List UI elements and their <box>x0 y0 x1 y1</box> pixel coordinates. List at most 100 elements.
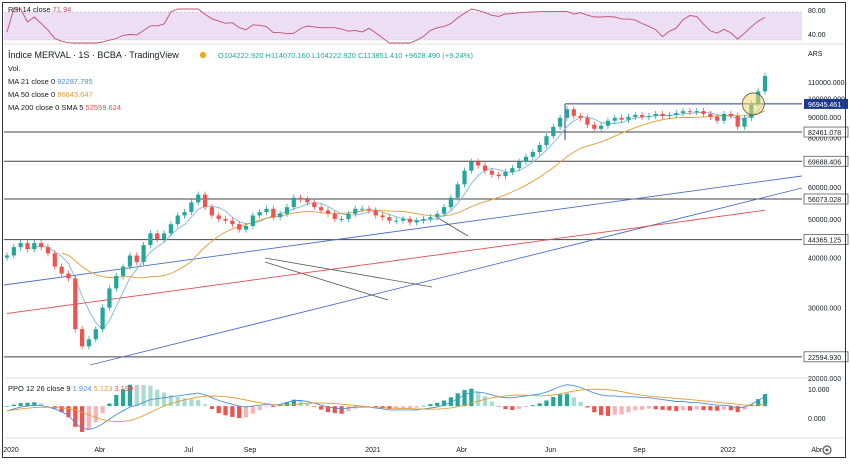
candle-89 <box>612 114 617 124</box>
ppo-bar-75 <box>517 406 522 409</box>
candle-67 <box>462 167 467 188</box>
indicator-label-0: MA 21 close 0 92287.795 <box>8 77 93 86</box>
ppo-bar-59 <box>407 406 413 409</box>
rsi-band <box>4 12 802 40</box>
ppo-label: PPO 12 26 close 9 1.924 5.123 3.199 <box>8 384 133 393</box>
level-tag-4: 44365.125 <box>808 238 841 245</box>
ppo-bar-29 <box>202 404 208 407</box>
ppo-signal-line <box>6 388 766 422</box>
time-tick-2: Jul <box>184 447 193 454</box>
candle-58 <box>400 215 406 224</box>
ppo-bar-82 <box>564 393 570 407</box>
ppo-bar-96 <box>660 406 665 410</box>
candle-36 <box>250 212 255 230</box>
candle-80 <box>551 123 556 140</box>
ppo-bar-34 <box>237 406 242 419</box>
level-tag-2: 69688.406 <box>808 159 841 166</box>
level-tag-bg-4 <box>803 234 849 246</box>
time-tick-4: 2021 <box>365 447 381 454</box>
ppo-bar-2 <box>18 403 23 407</box>
candle-41 <box>284 204 290 217</box>
ppo-bar-32 <box>223 406 228 416</box>
candle-32 <box>223 215 228 224</box>
candle-45 <box>312 199 317 211</box>
candle-77 <box>530 148 535 160</box>
rsi-label: RSI 14 close 71.94 <box>8 5 71 14</box>
ppo-bar-67 <box>462 390 467 407</box>
candle-68 <box>469 158 474 174</box>
ppo-bar-45 <box>312 406 317 407</box>
main-header: Índice MERVAL · 1S · BCBA · TradingView … <box>8 50 823 112</box>
candle-37 <box>257 208 262 219</box>
candle-88 <box>605 117 611 129</box>
ppo-bar-48 <box>332 406 337 414</box>
ppo-bar-26 <box>182 398 187 407</box>
ppo-bar-44 <box>305 403 310 407</box>
candle-99 <box>680 108 686 117</box>
highlight-circle <box>741 92 765 116</box>
ppo-bar-70 <box>482 396 488 407</box>
ppo-scale-high: 10.000 <box>808 387 830 394</box>
price-tick-4: 60000.000 <box>808 185 841 192</box>
ppo-bar-53 <box>366 406 372 407</box>
ppo-bar-27 <box>189 399 194 407</box>
candle-65 <box>448 194 453 211</box>
candle-30 <box>209 204 214 219</box>
candle-34 <box>237 221 242 233</box>
candle-26 <box>182 208 187 219</box>
candle-15 <box>107 285 112 311</box>
time-tick-1: Abr <box>94 447 106 454</box>
ppo-bar-54 <box>373 406 378 408</box>
candle-57 <box>394 217 399 224</box>
ppo-bar-0 <box>4 406 10 407</box>
candle-33 <box>230 217 235 228</box>
candle-107 <box>735 112 740 130</box>
ppo-bar-24 <box>168 395 174 407</box>
candle-29 <box>202 191 208 211</box>
candle-31 <box>216 212 221 223</box>
volume-label: Vol. <box>8 64 21 73</box>
ppo-bar-63 <box>435 402 440 407</box>
candle-85 <box>585 114 590 128</box>
candle-0 <box>4 252 10 261</box>
candle-24 <box>168 221 174 237</box>
ppo-bar-66 <box>455 393 460 407</box>
ppo-bar-31 <box>216 406 221 414</box>
ppo-bar-111 <box>762 394 768 407</box>
candle-13 <box>93 326 98 343</box>
candle-28 <box>196 191 201 206</box>
time-tick-6: Jun <box>545 447 556 454</box>
ppo-bar-39 <box>271 406 276 408</box>
ppo-bar-30 <box>209 406 214 409</box>
ppo-bar-35 <box>243 406 249 418</box>
candle-38 <box>264 205 269 216</box>
price-tick-0: 110000.000 <box>808 80 845 87</box>
ppo-bar-97 <box>667 406 672 411</box>
ppo-bar-14 <box>100 406 105 414</box>
ppo-bar-73 <box>503 406 508 410</box>
candle-83 <box>571 106 576 120</box>
ppo-bar-3 <box>25 402 30 407</box>
candle-90 <box>619 114 624 123</box>
ppo-bar-102 <box>701 406 706 411</box>
indicator-label-2: MA 200 close 0 SMA 5 52559.624 <box>8 103 121 112</box>
candle-61 <box>421 215 426 224</box>
ppo-bar-65 <box>448 397 453 407</box>
ppo-bar-5 <box>39 403 44 407</box>
ppo-bar-4 <box>32 402 37 407</box>
candle-75 <box>517 158 522 172</box>
time-tick-9: Abr <box>811 447 823 454</box>
candle-104 <box>715 113 720 124</box>
candle-63 <box>435 210 440 221</box>
price-tick-6: 40000.000 <box>808 256 841 263</box>
pennant-lower-line <box>264 261 389 301</box>
ppo-bar-92 <box>633 406 638 411</box>
candle-20 <box>141 241 146 266</box>
ppo-bar-57 <box>394 406 399 409</box>
candle-2 <box>18 239 23 251</box>
candle-60 <box>414 217 419 226</box>
settings-gear-icon[interactable] <box>822 445 832 455</box>
candle-101 <box>694 108 699 116</box>
candle-22 <box>155 230 160 243</box>
